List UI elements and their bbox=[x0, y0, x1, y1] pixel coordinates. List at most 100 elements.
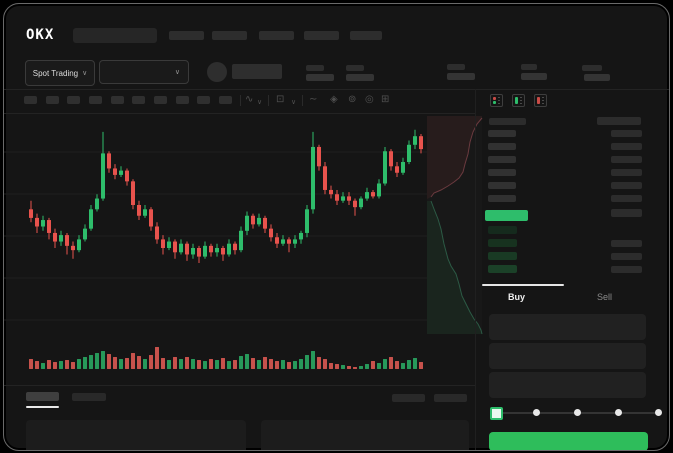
volume-bar bbox=[335, 364, 339, 369]
nav-item[interactable] bbox=[259, 31, 294, 40]
candle bbox=[167, 241, 171, 248]
volume-bar bbox=[167, 360, 171, 369]
compare-icon[interactable]: ◈ bbox=[330, 94, 338, 105]
chevron-down-icon: ∨ bbox=[82, 69, 88, 77]
slider-stop[interactable] bbox=[533, 409, 540, 416]
bid-price-placeholder[interactable] bbox=[488, 252, 517, 260]
asks-only-view-icon[interactable] bbox=[534, 94, 547, 107]
chevron-down-icon: ∨ bbox=[174, 68, 180, 76]
interval-placeholder[interactable] bbox=[219, 96, 232, 104]
volume-bar bbox=[245, 354, 249, 369]
volume-bar bbox=[275, 361, 279, 369]
ask-total-placeholder[interactable] bbox=[611, 143, 642, 150]
volume-bar bbox=[65, 360, 69, 369]
nav-item[interactable] bbox=[169, 31, 204, 40]
price-input[interactable] bbox=[489, 314, 646, 340]
ask-price-placeholder[interactable] bbox=[488, 195, 516, 202]
ask-total-placeholder[interactable] bbox=[611, 130, 642, 137]
slider-stop[interactable] bbox=[574, 409, 581, 416]
ask-price-placeholder[interactable] bbox=[488, 130, 516, 137]
orders-table-placeholder bbox=[261, 420, 469, 450]
fullscreen-icon[interactable]: ⊞ bbox=[381, 94, 390, 105]
tab-buy[interactable]: Buy bbox=[508, 292, 526, 302]
indicator-icon[interactable]: ⊡ bbox=[276, 94, 285, 105]
stat-value-placeholder bbox=[521, 73, 547, 80]
buy-submit-button[interactable] bbox=[489, 432, 648, 450]
ask-price-placeholder[interactable] bbox=[488, 143, 516, 150]
interval-placeholder[interactable] bbox=[154, 96, 167, 104]
bid-price-placeholder[interactable] bbox=[488, 265, 517, 273]
stat-label-placeholder bbox=[346, 65, 364, 71]
slider-stop[interactable] bbox=[655, 409, 662, 416]
volume-bar bbox=[107, 354, 111, 369]
split-book-view-icon[interactable] bbox=[490, 94, 503, 107]
volume-bar bbox=[53, 362, 57, 369]
interval-placeholder[interactable] bbox=[132, 96, 145, 104]
bid-total-placeholder[interactable] bbox=[611, 266, 642, 273]
nav-item[interactable] bbox=[304, 31, 339, 40]
candle-style-icon[interactable]: ∿ bbox=[245, 94, 254, 105]
slider-stop[interactable] bbox=[615, 409, 622, 416]
candlestick-chart[interactable] bbox=[4, 116, 484, 379]
interval-placeholder[interactable] bbox=[46, 96, 59, 104]
interval-placeholder[interactable] bbox=[197, 96, 210, 104]
bottom-tab-active[interactable] bbox=[26, 392, 59, 401]
nav-item[interactable] bbox=[350, 31, 382, 40]
chevron-down-icon[interactable]: ∨ bbox=[291, 98, 297, 106]
pair-selector[interactable]: ∨ bbox=[99, 60, 189, 84]
volume-bar bbox=[389, 357, 393, 369]
bid-price-placeholder[interactable] bbox=[488, 239, 517, 247]
volume-bar bbox=[137, 356, 141, 369]
ask-total-placeholder[interactable] bbox=[611, 182, 642, 189]
volume-bar bbox=[59, 361, 63, 369]
interval-placeholder[interactable] bbox=[24, 96, 37, 104]
ask-price-placeholder[interactable] bbox=[488, 182, 516, 189]
volume-bar bbox=[83, 357, 87, 369]
candle bbox=[119, 170, 123, 175]
settings-icon[interactable]: ◎ bbox=[365, 94, 374, 105]
volume-bar bbox=[143, 359, 147, 369]
interval-placeholder[interactable] bbox=[111, 96, 124, 104]
orderbook-header-total bbox=[597, 117, 641, 125]
bottom-tab[interactable] bbox=[72, 393, 106, 401]
stat-label-placeholder bbox=[306, 65, 324, 71]
bottom-action-placeholder[interactable] bbox=[434, 394, 467, 402]
volume-bar bbox=[203, 361, 207, 369]
ask-price-placeholder[interactable] bbox=[488, 156, 516, 163]
market-mode-selector[interactable]: Spot Trading ∨ bbox=[25, 60, 95, 86]
slider-handle[interactable] bbox=[490, 407, 503, 420]
candle bbox=[347, 196, 351, 201]
candle bbox=[281, 239, 285, 244]
bid-total-placeholder[interactable] bbox=[611, 253, 642, 260]
volume-bar bbox=[269, 359, 273, 369]
interval-placeholder[interactable] bbox=[89, 96, 102, 104]
candle bbox=[287, 239, 291, 244]
search-input[interactable] bbox=[73, 28, 157, 43]
total-input[interactable] bbox=[489, 372, 646, 398]
candle bbox=[71, 245, 75, 251]
bottom-action-placeholder[interactable] bbox=[392, 394, 425, 402]
tab-sell[interactable]: Sell bbox=[597, 292, 613, 302]
chevron-down-icon[interactable]: ∨ bbox=[257, 98, 263, 106]
line-tool-icon[interactable]: ∼ bbox=[309, 94, 318, 105]
bids-only-view-icon[interactable] bbox=[512, 94, 525, 107]
buy-tab-indicator bbox=[482, 284, 564, 286]
bid-total-placeholder[interactable] bbox=[611, 240, 642, 247]
ask-total-placeholder[interactable] bbox=[611, 195, 642, 202]
camera-icon[interactable]: ⊚ bbox=[348, 94, 357, 105]
last-price-highlight[interactable] bbox=[485, 210, 528, 221]
nav-item[interactable] bbox=[212, 31, 247, 40]
volume-bar bbox=[371, 361, 375, 369]
candle bbox=[383, 151, 387, 184]
interval-placeholder[interactable] bbox=[67, 96, 80, 104]
amount-input[interactable] bbox=[489, 343, 646, 369]
ask-price-placeholder[interactable] bbox=[488, 169, 516, 176]
volume-bar bbox=[155, 347, 159, 369]
bid-price-placeholder[interactable] bbox=[488, 226, 517, 234]
volume-bar bbox=[323, 359, 327, 369]
ask-total-placeholder[interactable] bbox=[611, 169, 642, 176]
volume-bar bbox=[95, 353, 99, 369]
ask-total-placeholder[interactable] bbox=[611, 156, 642, 163]
volume-bar bbox=[161, 358, 165, 369]
interval-placeholder[interactable] bbox=[176, 96, 189, 104]
